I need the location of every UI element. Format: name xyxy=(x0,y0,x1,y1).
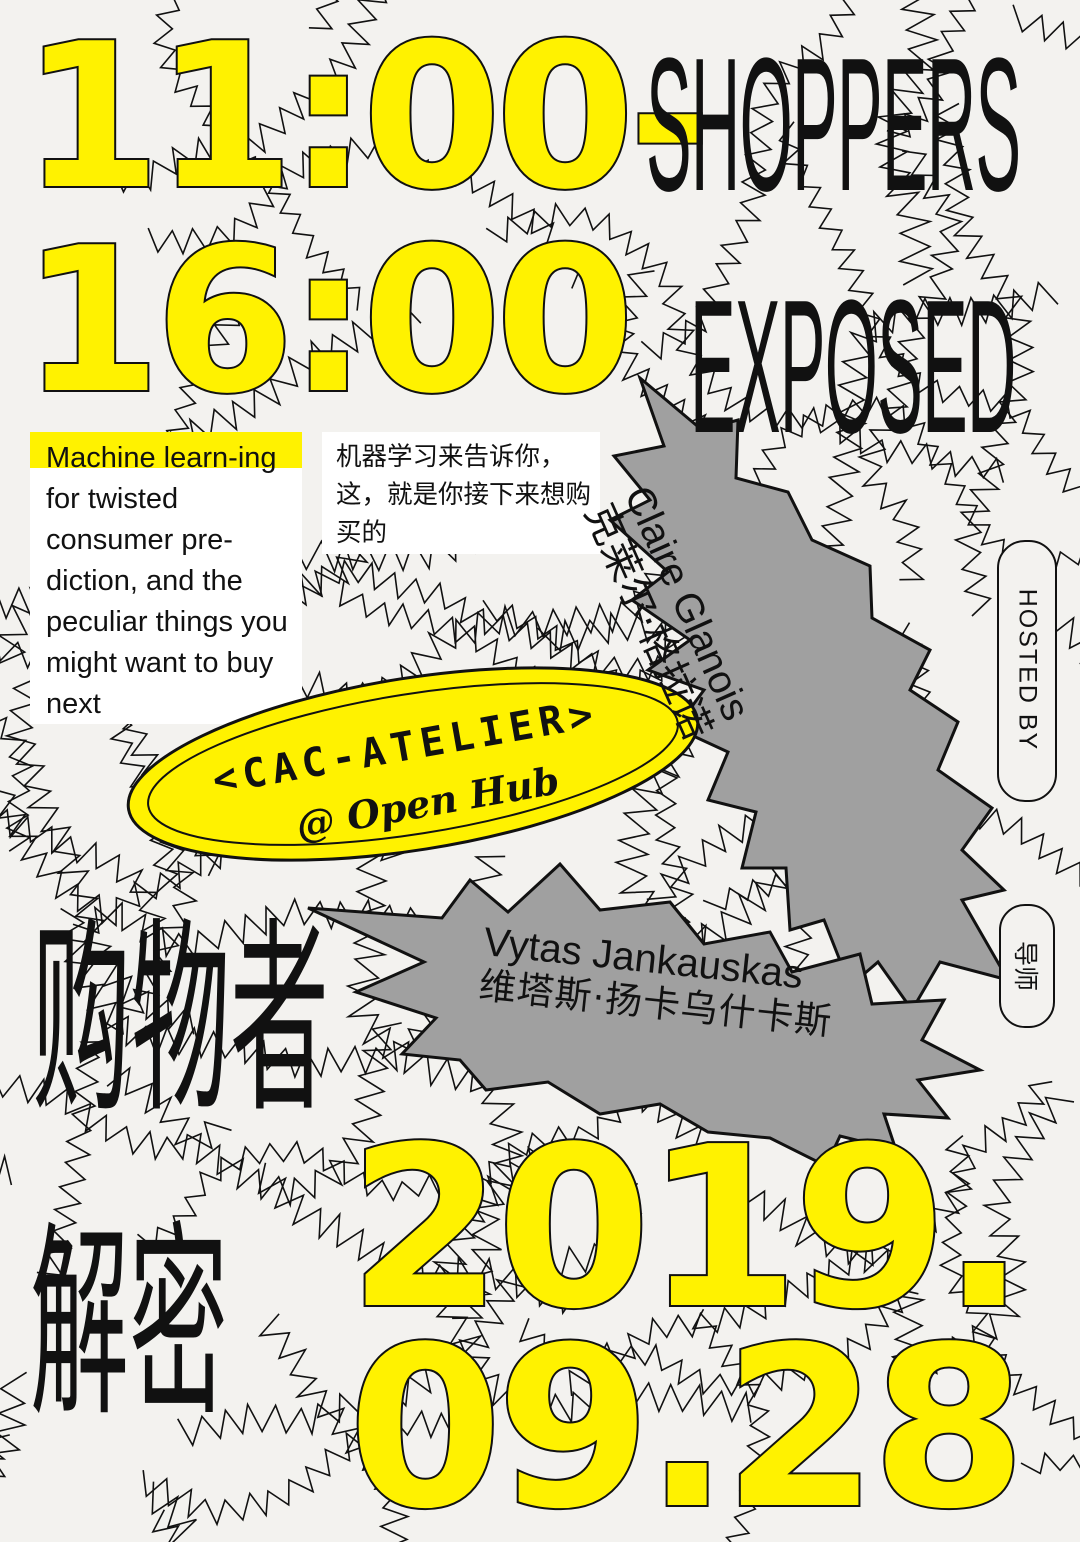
zigzag-stroke xyxy=(257,1313,411,1542)
title-exposed: EXPOSED xyxy=(690,261,1016,473)
zigzag-stroke xyxy=(873,0,940,286)
zigzag-stroke xyxy=(152,0,361,311)
zigzag-stroke xyxy=(1027,599,1080,665)
mentor-text: 导师 xyxy=(1011,940,1040,992)
zigzag-stroke xyxy=(910,1096,1075,1388)
start-time: 11:00- xyxy=(20,1,714,234)
zigzag-stroke xyxy=(425,1145,752,1426)
zigzag-stroke xyxy=(934,102,1036,617)
gray-burst-shape-1 xyxy=(607,373,1012,1013)
zigzag-stroke xyxy=(730,395,1080,576)
zigzag-stroke xyxy=(111,0,388,194)
venue-ellipse: <CAC-ATELIER> @ Open Hub xyxy=(126,666,700,862)
gray-burst-shape-2 xyxy=(307,861,985,1169)
zigzag-stroke xyxy=(257,1162,582,1316)
zigzag-stroke xyxy=(856,150,964,581)
zigzag-stroke xyxy=(0,790,427,959)
zigzag-stroke xyxy=(640,0,856,361)
date-year: 2019. xyxy=(346,1100,1028,1358)
zigzag-stroke xyxy=(142,1409,475,1527)
highlight-bar xyxy=(30,432,302,468)
end-time: 16:00 xyxy=(20,205,637,438)
zigzag-stroke xyxy=(147,135,582,289)
zigzag-stroke xyxy=(0,1074,232,1162)
title-shoppers: SHOPPERS xyxy=(646,19,1021,231)
zigzag-stroke xyxy=(803,280,1059,591)
zigzag-stroke xyxy=(106,1022,402,1208)
description-english: Machine learn-ing for twisted consumer p… xyxy=(46,442,288,720)
description-chinese-box: 机器学习来告诉你，这，就是你接下来想购买的 xyxy=(322,432,600,554)
zigzag-stroke xyxy=(3,676,195,1035)
zigzag-stroke xyxy=(778,121,1080,494)
zigzag-stroke xyxy=(0,716,35,852)
title-chinese-line2: 解密 xyxy=(30,1205,229,1446)
zigzag-stroke xyxy=(886,0,977,138)
zigzag-stroke xyxy=(36,814,199,1277)
mentor-label: 导师 xyxy=(999,904,1055,1028)
date-day: 09.28 xyxy=(346,1300,1028,1542)
description-english-box: Machine learn-ing for twisted consumer p… xyxy=(30,432,302,724)
hosted-by-label: HOSTED BY xyxy=(997,540,1057,802)
hosted-by-text: HOSTED BY xyxy=(1013,588,1042,752)
zigzag-stroke xyxy=(485,201,1005,483)
zigzag-stroke xyxy=(691,1308,772,1542)
zigzag-stroke xyxy=(177,1182,643,1448)
title-chinese-line1: 购物者 xyxy=(32,901,330,1142)
zigzag-stroke xyxy=(0,808,167,932)
zigzag-stroke xyxy=(518,1287,919,1399)
description-chinese: 机器学习来告诉你，这，就是你接下来想购买的 xyxy=(336,442,592,548)
zigzag-stroke xyxy=(938,1134,1080,1441)
zigzag-stroke xyxy=(568,1080,1053,1397)
